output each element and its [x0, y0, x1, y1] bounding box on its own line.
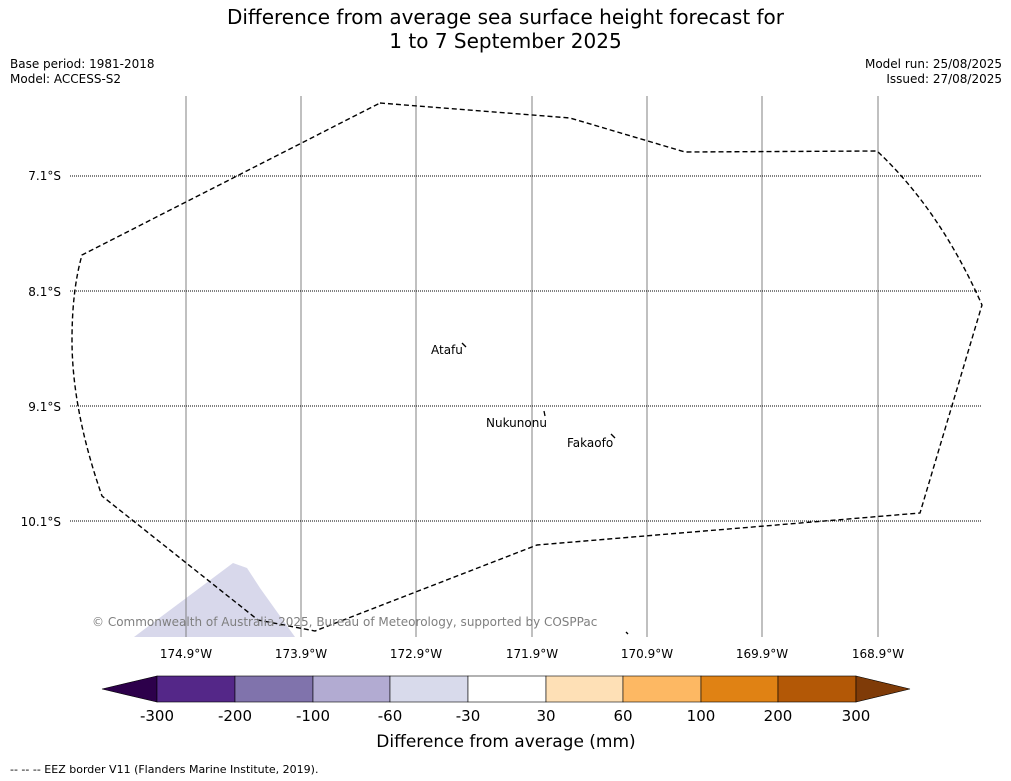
lat-label-10-1: 10.1°S: [21, 515, 61, 529]
colorbar-tick: 200: [764, 707, 793, 725]
eez-border: [71, 102, 983, 632]
lon-label-171-9: 171.9°W: [506, 647, 558, 661]
lon-label-170-9: 170.9°W: [621, 647, 673, 661]
lat-label-8-1: 8.1°S: [28, 285, 61, 299]
colorbar-segment: [622, 675, 702, 703]
colorbar-tick: 60: [613, 707, 632, 725]
colorbar-tick: -60: [378, 707, 403, 725]
colorbar-segment: [467, 675, 547, 703]
colorbar-extend-low: [101, 675, 158, 703]
colorbar-tick: 30: [536, 707, 555, 725]
colorbar-tick: 100: [687, 707, 716, 725]
fakaofo-island: [610, 433, 616, 439]
lon-label-174-9: 174.9°W: [160, 647, 212, 661]
colorbar-segment: [234, 675, 314, 703]
issued-date: Issued: 27/08/2025: [886, 72, 1002, 86]
meta-left: Base period: 1981-2018 Model: ACCESS-S2: [10, 57, 155, 87]
colorbar-tick: -30: [456, 707, 481, 725]
colorbar-label: Difference from average (mm): [376, 732, 635, 752]
base-period: Base period: 1981-2018: [10, 57, 155, 71]
place-label-nukunonu: Nukunonu: [486, 416, 547, 430]
meridian-lines: [185, 96, 879, 637]
colorbar-tick: 300: [842, 707, 871, 725]
colorbar-segment: [312, 675, 391, 703]
meta-right: Model run: 25/08/2025 Issued: 27/08/2025: [865, 57, 1002, 87]
colorbar-tick: -100: [296, 707, 330, 725]
colorbar-tick: -300: [140, 707, 174, 725]
colorbar-segment: [389, 675, 469, 703]
eez-legend-note: -- -- -- EEZ border V11 (Flanders Marine…: [10, 763, 319, 776]
colorbar-tick: -200: [218, 707, 252, 725]
model-run: Model run: 25/08/2025: [864, 57, 1002, 71]
title-line-2: 1 to 7 September 2025: [389, 29, 622, 53]
nukunonu-island: [543, 410, 546, 417]
copyright-text: © Commonwealth of Australia 2025, Bureau…: [92, 615, 597, 629]
lon-label-168-9: 168.9°W: [852, 647, 904, 661]
model-name: Model: ACCESS-S2: [10, 72, 122, 86]
colorbar: [101, 675, 911, 703]
place-label-fakaofo: Fakaofo: [567, 436, 613, 450]
parallel-lines: [70, 175, 982, 522]
anomaly-patch: [134, 563, 295, 637]
lon-label-173-9: 173.9°W: [275, 647, 327, 661]
lat-label-9-1: 9.1°S: [28, 400, 61, 414]
atafu-island: [461, 342, 467, 348]
lat-label-7-1: 7.1°S: [28, 169, 61, 183]
lon-label-169-9: 169.9°W: [736, 647, 788, 661]
map-title: Difference from average sea surface heig…: [0, 5, 1011, 53]
title-line-1: Difference from average sea surface heig…: [226, 5, 785, 29]
lon-label-172-9: 172.9°W: [390, 647, 442, 661]
colorbar-segment: [700, 675, 779, 703]
colorbar-extend-high: [855, 675, 911, 703]
colorbar-segment: [777, 675, 857, 703]
small-island: [625, 631, 629, 635]
place-label-atafu: Atafu: [431, 343, 463, 357]
colorbar-segment: [545, 675, 624, 703]
colorbar-segment: [156, 675, 236, 703]
